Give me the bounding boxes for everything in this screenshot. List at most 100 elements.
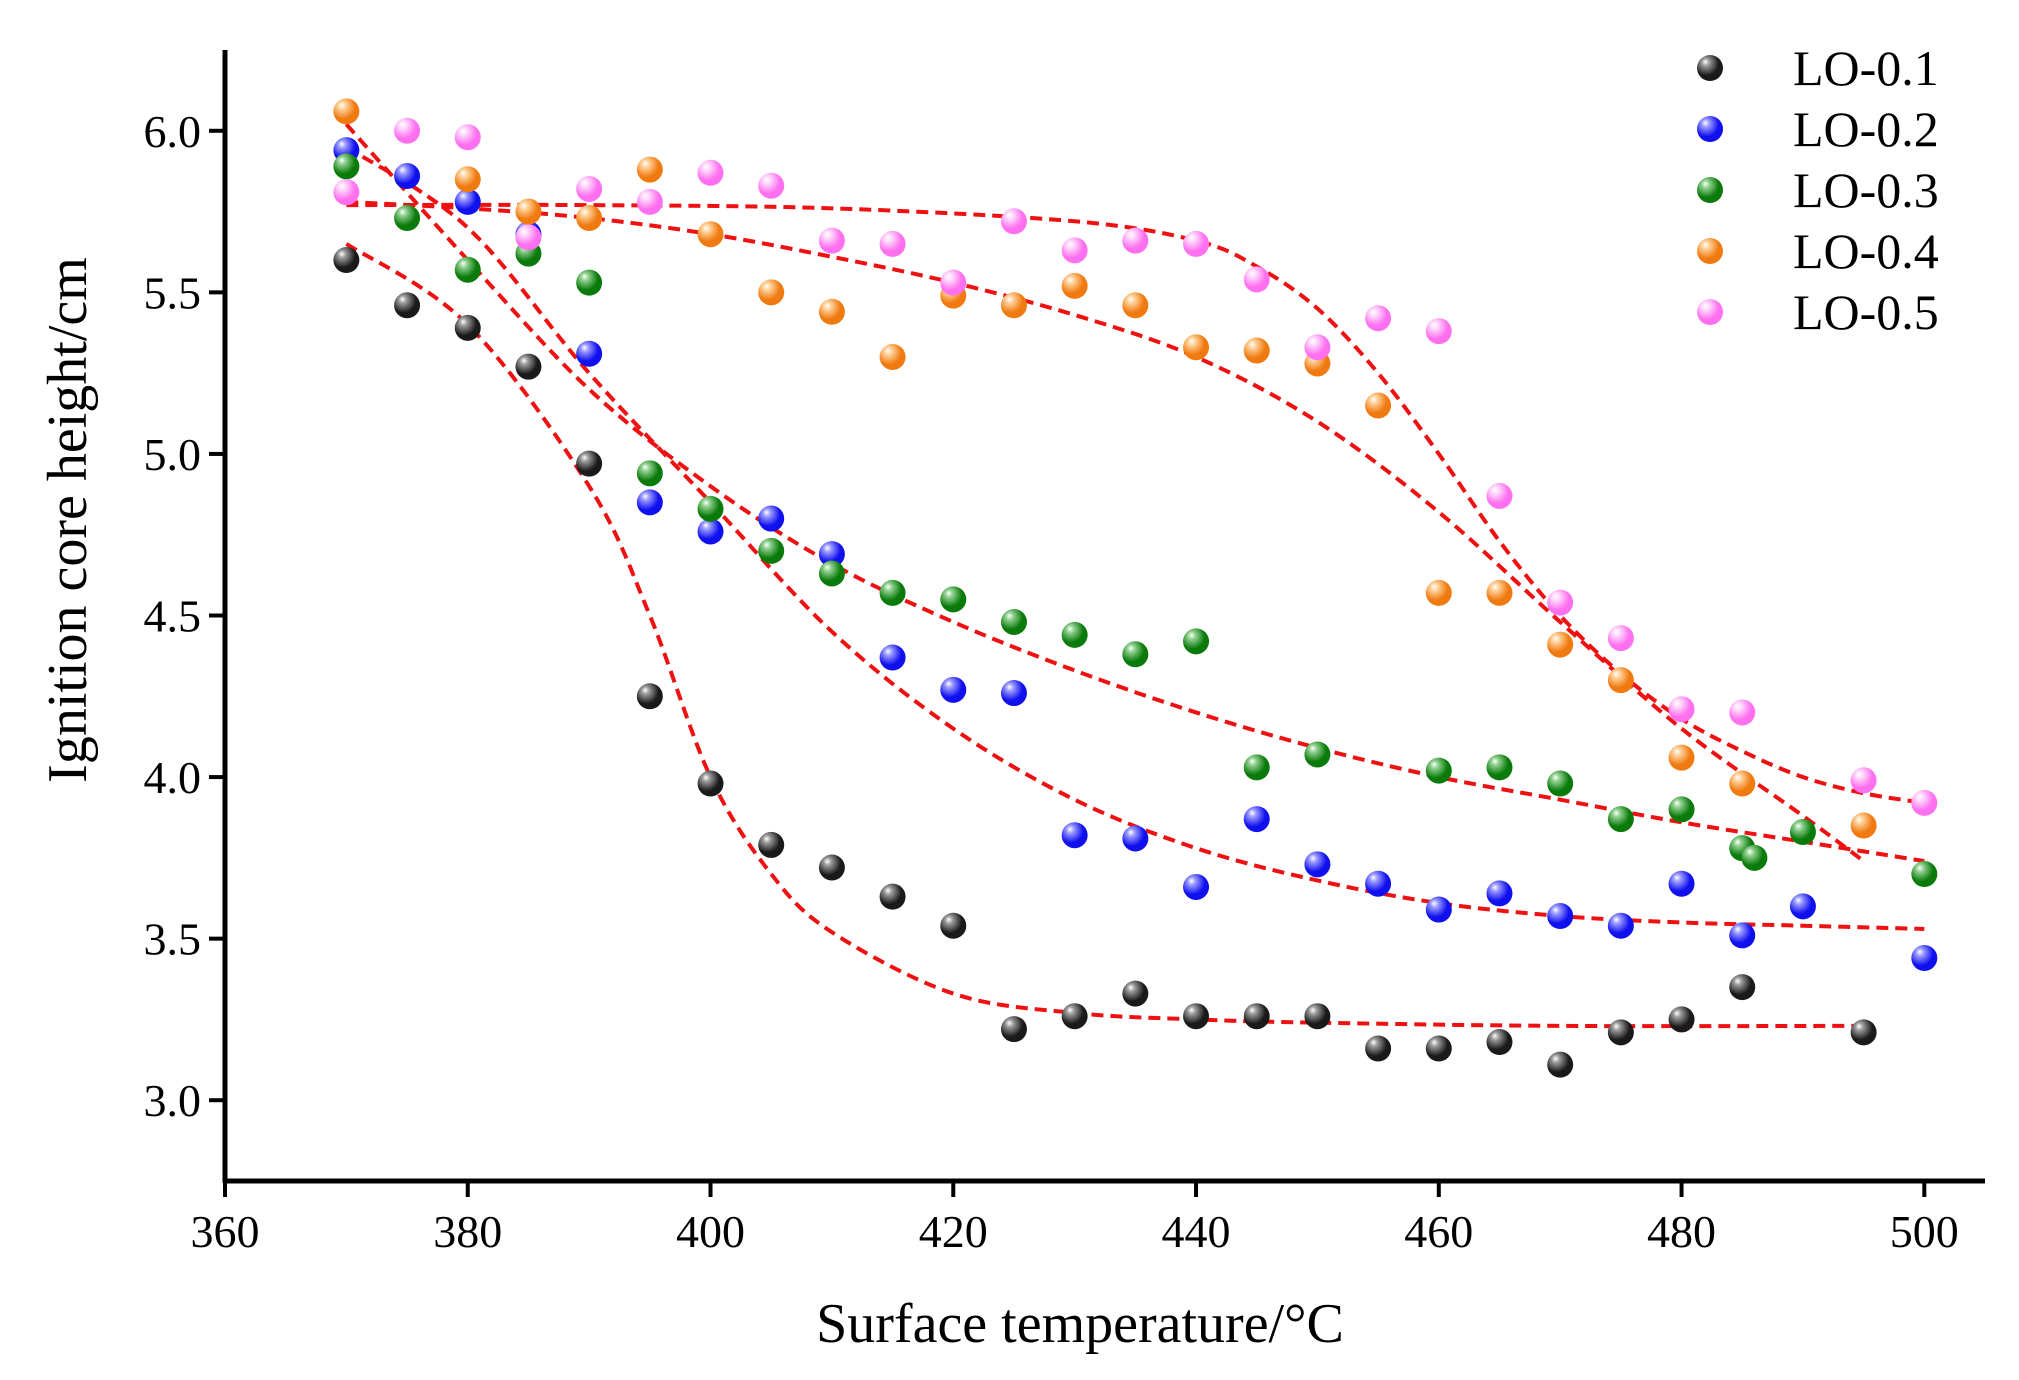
point-lo-01 (454, 314, 481, 341)
point-lo-01 (697, 770, 724, 797)
point-lo-04 (454, 166, 481, 193)
point-lo-04 (758, 279, 785, 306)
legend-label: LO-0.5 (1793, 284, 1939, 340)
point-lo-02 (1365, 870, 1392, 897)
point-lo-03 (1425, 757, 1452, 784)
point-lo-05 (454, 124, 481, 151)
point-lo-03 (697, 495, 724, 522)
y-tick-label: 3.5 (144, 914, 202, 965)
fit-curve-lo-04 (346, 199, 1865, 863)
y-tick-label: 4.0 (144, 752, 202, 803)
legend-label: LO-0.1 (1793, 40, 1939, 96)
point-lo-04 (818, 298, 845, 325)
legend-label: LO-0.4 (1793, 223, 1939, 279)
point-lo-04 (1122, 292, 1149, 319)
point-lo-02 (1183, 873, 1210, 900)
point-lo-01 (515, 353, 542, 380)
point-lo-01 (333, 247, 360, 274)
fit-curves (344, 122, 1925, 1029)
point-lo-04 (636, 156, 663, 183)
legend: LO-0.1LO-0.2LO-0.3LO-0.4LO-0.5 (1697, 40, 1939, 340)
y-tick-label: 4.5 (144, 591, 202, 642)
point-lo-05 (758, 172, 785, 199)
y-tick-label: 6.0 (144, 106, 202, 157)
axes (222, 50, 1985, 1184)
fit-curve-lo-05 (346, 202, 1925, 805)
point-lo-02 (818, 541, 845, 568)
point-lo-02 (1000, 680, 1027, 707)
point-lo-05 (576, 175, 603, 202)
point-lo-05 (818, 227, 845, 254)
point-lo-01 (1183, 1003, 1210, 1030)
point-lo-04 (515, 198, 542, 225)
point-lo-05 (394, 117, 421, 144)
point-lo-04 (1425, 579, 1452, 606)
point-lo-05 (333, 179, 360, 206)
point-lo-02 (576, 340, 603, 367)
point-lo-05 (1668, 696, 1695, 723)
point-lo-01 (1061, 1003, 1088, 1030)
point-lo-05 (1607, 625, 1634, 652)
point-lo-02 (1789, 893, 1816, 920)
point-lo-05 (636, 188, 663, 215)
fit-curve-lo-02 (345, 145, 1925, 931)
point-lo-02 (1425, 896, 1452, 923)
point-lo-02 (1911, 945, 1938, 972)
point-lo-02 (1122, 825, 1149, 852)
point-lo-02 (1486, 880, 1513, 907)
point-lo-04 (1850, 812, 1877, 839)
point-lo-01 (636, 683, 663, 710)
point-lo-03 (1668, 796, 1695, 823)
point-lo-03 (1000, 608, 1027, 635)
point-lo-02 (697, 518, 724, 545)
point-lo-01 (394, 292, 421, 319)
point-lo-05 (1547, 589, 1574, 616)
point-lo-04 (1486, 579, 1513, 606)
point-lo-01 (576, 450, 603, 477)
legend-marker (1697, 177, 1723, 203)
point-lo-02 (1061, 822, 1088, 849)
point-lo-03 (758, 537, 785, 564)
point-lo-05 (1911, 789, 1938, 816)
point-lo-04 (1607, 667, 1634, 694)
point-lo-02 (758, 505, 785, 532)
point-lo-03 (1183, 628, 1210, 655)
legend-marker (1697, 299, 1723, 325)
point-lo-03 (1122, 641, 1149, 668)
point-lo-01 (818, 854, 845, 881)
point-lo-01 (1547, 1051, 1574, 1078)
fit-curve-lo-03 (344, 122, 1925, 864)
point-lo-03 (1547, 770, 1574, 797)
point-lo-04 (697, 221, 724, 248)
point-lo-04 (1365, 392, 1392, 419)
point-lo-01 (1365, 1035, 1392, 1062)
x-tick-label: 360 (191, 1206, 260, 1257)
point-lo-04 (1668, 744, 1695, 771)
point-lo-05 (1061, 237, 1088, 264)
point-lo-02 (1668, 870, 1695, 897)
x-tick-label: 400 (676, 1206, 745, 1257)
point-lo-03 (1607, 806, 1634, 833)
point-lo-01 (1486, 1029, 1513, 1056)
x-tick-label: 500 (1890, 1206, 1959, 1257)
point-lo-01 (1243, 1003, 1270, 1030)
legend-marker (1697, 55, 1723, 81)
point-lo-02 (454, 188, 481, 215)
point-lo-04 (1243, 337, 1270, 364)
point-lo-03 (1741, 844, 1768, 871)
point-lo-03 (1789, 819, 1816, 846)
point-lo-01 (1850, 1019, 1877, 1046)
legend-marker (1697, 238, 1723, 264)
point-lo-05 (940, 269, 967, 296)
data-points (333, 98, 1938, 1078)
point-lo-05 (1486, 482, 1513, 509)
point-lo-03 (879, 579, 906, 606)
fit-curve-lo-01 (345, 242, 1864, 1029)
y-tick-label: 3.0 (144, 1075, 202, 1126)
point-lo-01 (879, 883, 906, 910)
y-tick-label: 5.5 (144, 267, 202, 318)
point-lo-05 (1183, 230, 1210, 257)
point-lo-03 (818, 560, 845, 587)
point-lo-03 (1486, 754, 1513, 781)
